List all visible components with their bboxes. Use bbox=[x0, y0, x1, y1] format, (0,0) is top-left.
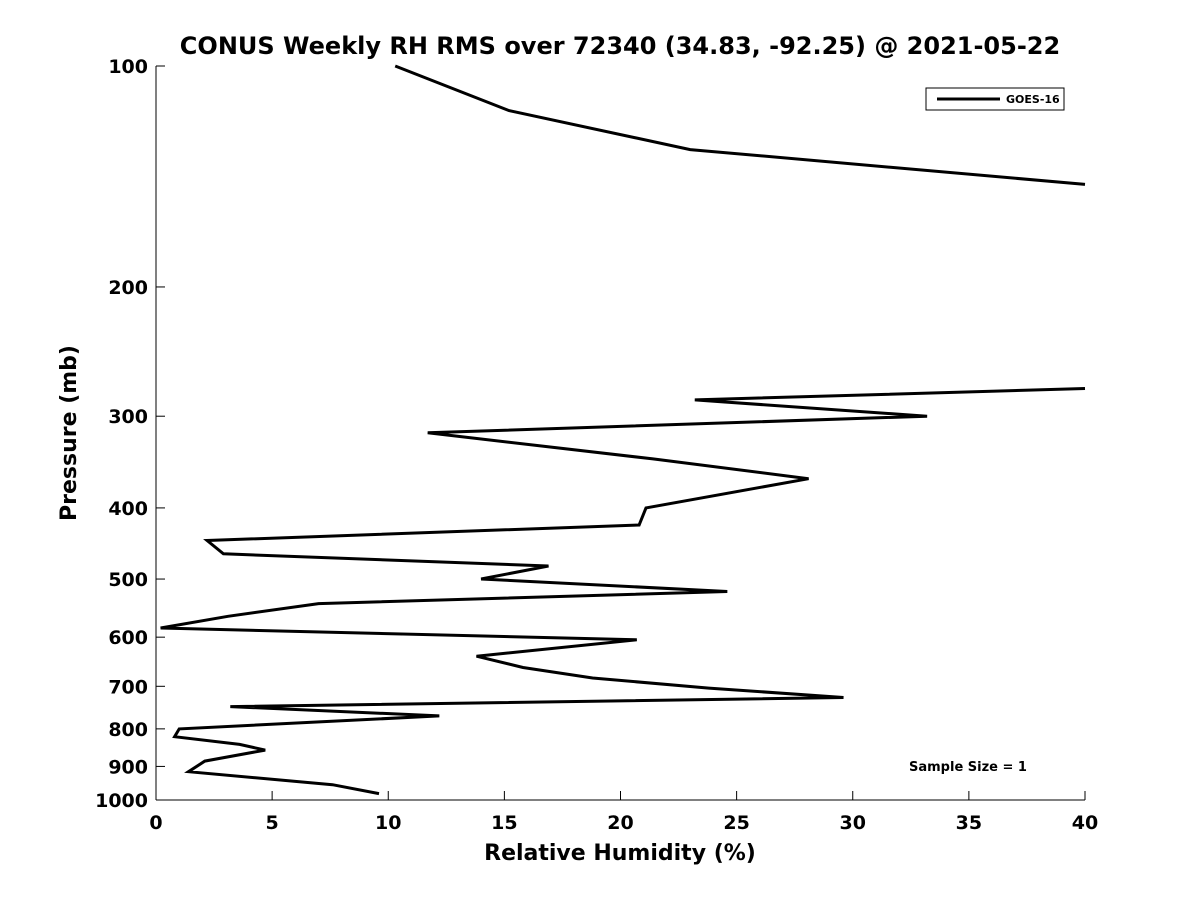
y-tick-label: 600 bbox=[108, 627, 148, 649]
series-line-goes-16 bbox=[394, 64, 1086, 186]
y-tick-label: 100 bbox=[108, 56, 148, 78]
y-tick-label: 800 bbox=[108, 719, 148, 741]
y-tick-label: 900 bbox=[108, 756, 148, 778]
plot-area: 0 5 10 15 20 25 30 35 40 100 200 300 400 500 600 700 80… bbox=[95, 56, 1098, 834]
chart-title: CONUS Weekly RH RMS over 72340 (34.83, -… bbox=[180, 32, 1060, 60]
legend: GOES-16 bbox=[925, 87, 1065, 111]
x-tick-label: 20 bbox=[607, 812, 633, 834]
x-tick-label: 40 bbox=[1072, 812, 1098, 834]
legend-label-goes-16: GOES-16 bbox=[1006, 93, 1060, 106]
y-tick-label: 500 bbox=[108, 569, 148, 591]
x-ticks: 0 5 10 15 20 25 30 35 40 bbox=[149, 791, 1098, 834]
x-tick-label: 15 bbox=[491, 812, 517, 834]
y-tick-label: 700 bbox=[108, 676, 148, 698]
x-tick-label: 0 bbox=[149, 812, 162, 834]
series-layer bbox=[160, 64, 1086, 796]
y-tick-label: 1000 bbox=[95, 790, 148, 812]
x-tick-label: 5 bbox=[266, 812, 279, 834]
y-tick-label: 300 bbox=[108, 406, 148, 428]
x-tick-label: 35 bbox=[956, 812, 982, 834]
y-axis-label: Pressure (mb) bbox=[57, 345, 82, 521]
series-line-goes-16 bbox=[160, 387, 1086, 796]
y-tick-label: 200 bbox=[108, 277, 148, 299]
x-tick-label: 30 bbox=[840, 812, 866, 834]
y-tick-label: 400 bbox=[108, 498, 148, 520]
x-tick-label: 10 bbox=[375, 812, 401, 834]
x-axis-label: Relative Humidity (%) bbox=[484, 841, 756, 866]
sample-size-annotation: Sample Size = 1 bbox=[909, 760, 1027, 775]
y-ticks: 100 200 300 400 500 600 700 800 900 1000 bbox=[95, 56, 165, 812]
x-tick-label: 25 bbox=[723, 812, 749, 834]
